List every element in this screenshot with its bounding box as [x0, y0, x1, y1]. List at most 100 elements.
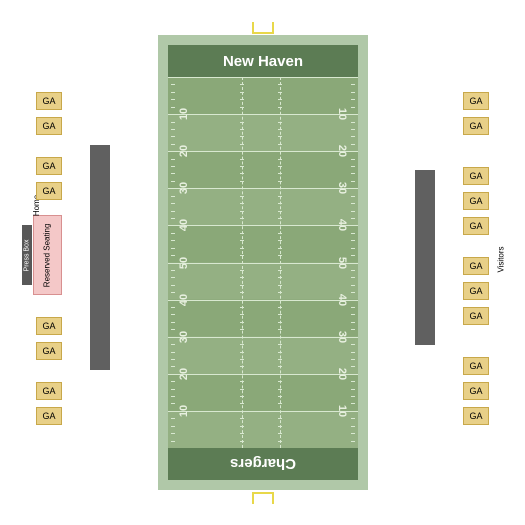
hash-mark	[351, 203, 355, 204]
hash-mark	[171, 292, 175, 293]
ga-section[interactable]: GA	[463, 117, 489, 135]
hash-mark	[351, 255, 355, 256]
hash-mark	[171, 203, 175, 204]
hash-mark	[351, 107, 355, 108]
hash-mark	[351, 173, 355, 174]
hash-mark	[351, 277, 355, 278]
hash-mark	[351, 136, 355, 137]
hash-mark	[171, 99, 175, 100]
hash-mark	[351, 166, 355, 167]
hash-mark	[171, 136, 175, 137]
seating-chart: New Haven 101020203030404050504040303020…	[0, 0, 525, 525]
hash-mark	[351, 307, 355, 308]
ga-section[interactable]: GA	[36, 382, 62, 400]
ga-section[interactable]: GA	[463, 217, 489, 235]
hash-mark	[351, 329, 355, 330]
ga-section[interactable]: GA	[463, 357, 489, 375]
endzone-bottom: Chargers	[168, 448, 358, 480]
ga-section[interactable]: GA	[36, 342, 62, 360]
ga-section[interactable]: GA	[36, 92, 62, 110]
hash-mark	[351, 389, 355, 390]
yard-number-right: 30	[336, 182, 348, 194]
ga-section[interactable]: GA	[463, 307, 489, 325]
hash-mark	[171, 344, 175, 345]
hash-mark	[171, 307, 175, 308]
hash-mark	[171, 173, 175, 174]
hash-mark	[171, 285, 175, 286]
hash-mark	[351, 381, 355, 382]
hash-mark	[351, 92, 355, 93]
ga-section[interactable]: GA	[463, 167, 489, 185]
hash-mark	[171, 366, 175, 367]
hash-mark	[351, 181, 355, 182]
endzone-top-label: New Haven	[223, 53, 303, 70]
ga-section[interactable]: GA	[463, 192, 489, 210]
hash-mark	[171, 277, 175, 278]
hash-mark	[351, 270, 355, 271]
yard-number-left: 50	[178, 256, 190, 268]
hash-mark	[351, 129, 355, 130]
yard-number-right: 40	[336, 219, 348, 231]
hash-mark	[171, 166, 175, 167]
hash-mark	[171, 84, 175, 85]
yard-number-left: 20	[178, 368, 190, 380]
hash-mark	[351, 433, 355, 434]
hash-mark	[171, 181, 175, 182]
hash-mark	[351, 314, 355, 315]
yard-number-right: 20	[336, 145, 348, 157]
hash-mark	[171, 426, 175, 427]
ga-section[interactable]: GA	[463, 282, 489, 300]
yard-line	[168, 411, 358, 412]
hash-mark	[351, 122, 355, 123]
hash-mark	[171, 211, 175, 212]
hash-mark	[171, 255, 175, 256]
yard-line	[168, 337, 358, 338]
hash-mark	[351, 441, 355, 442]
hash-mark	[351, 240, 355, 241]
hash-mark	[351, 403, 355, 404]
yard-line	[168, 225, 358, 226]
press-box-label: Press Box	[24, 239, 31, 271]
hash-mark	[351, 322, 355, 323]
hash-mark	[171, 233, 175, 234]
hash-mark	[171, 196, 175, 197]
hash-mark	[171, 248, 175, 249]
hash-mark	[351, 84, 355, 85]
hash-mark	[171, 270, 175, 271]
hash-mark	[351, 159, 355, 160]
hash-mark	[351, 218, 355, 219]
hash-mark	[171, 359, 175, 360]
hash-mark	[351, 359, 355, 360]
hash-mark	[351, 99, 355, 100]
hash-mark	[171, 433, 175, 434]
hash-line	[242, 77, 243, 448]
ga-section[interactable]: GA	[36, 117, 62, 135]
yard-number-right: 20	[336, 368, 348, 380]
hash-mark	[351, 344, 355, 345]
ga-section[interactable]: GA	[36, 182, 62, 200]
ga-section[interactable]: GA	[36, 317, 62, 335]
hash-mark	[351, 352, 355, 353]
yard-number-left: 40	[178, 219, 190, 231]
ga-section[interactable]: GA	[36, 407, 62, 425]
hash-mark	[351, 366, 355, 367]
ga-section[interactable]: GA	[463, 407, 489, 425]
reserved-seating[interactable]: Reserved Seating	[33, 215, 62, 295]
hash-mark	[171, 396, 175, 397]
endzone-top: New Haven	[168, 45, 358, 77]
yard-number-left: 40	[178, 293, 190, 305]
press-box: Press Box	[22, 225, 32, 285]
hash-mark	[171, 329, 175, 330]
yard-number-left: 10	[178, 405, 190, 417]
hash-mark	[171, 381, 175, 382]
ga-section[interactable]: GA	[463, 92, 489, 110]
goalpost-bottom	[252, 492, 274, 504]
yard-line	[168, 151, 358, 152]
yard-line	[168, 300, 358, 301]
ga-section[interactable]: GA	[463, 257, 489, 275]
hash-line	[280, 77, 281, 448]
ga-section[interactable]: GA	[36, 157, 62, 175]
hash-mark	[171, 122, 175, 123]
yard-number-left: 30	[178, 182, 190, 194]
ga-section[interactable]: GA	[463, 382, 489, 400]
